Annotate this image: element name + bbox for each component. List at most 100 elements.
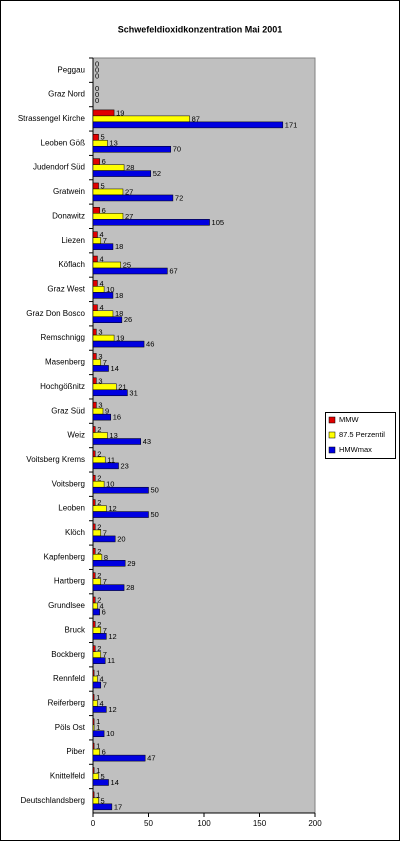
legend-label: HMWmax [339, 445, 372, 454]
y-tick-label: Piber [66, 747, 85, 756]
data-label: 0 [95, 72, 99, 81]
bar [92, 456, 106, 464]
y-tick-label: Voitsberg Krems [26, 455, 85, 464]
bar [92, 797, 99, 805]
bar [92, 486, 149, 494]
data-label: 10 [106, 729, 114, 738]
bar [92, 170, 151, 177]
y-tick-label: Klöch [65, 528, 85, 537]
bar [92, 584, 125, 591]
data-label: 10 [106, 480, 114, 489]
data-label: 2 [97, 449, 101, 458]
data-label: 7 [103, 626, 107, 635]
data-label: 7 [103, 577, 107, 586]
legend-label: MMW [339, 415, 359, 424]
data-label: 2 [97, 425, 101, 434]
data-label: 1 [96, 669, 100, 678]
data-label: 10 [106, 285, 114, 294]
data-label: 8 [104, 553, 108, 562]
bar [92, 261, 121, 269]
bar [92, 700, 98, 707]
bar [92, 505, 107, 512]
data-label: 31 [129, 388, 137, 397]
bar [92, 791, 95, 799]
y-tick-label: Graz Süd [51, 406, 85, 415]
bar [92, 779, 109, 786]
legend-swatch [328, 416, 336, 424]
bar [92, 554, 103, 561]
y-tick-label: Strassengel Kirche [18, 114, 86, 123]
data-label: 18 [115, 242, 123, 251]
data-label: 18 [115, 309, 123, 318]
bar [92, 231, 98, 238]
data-label: 21 [118, 382, 126, 391]
data-label: 9 [105, 407, 109, 416]
bar [92, 773, 99, 780]
bar [92, 633, 107, 640]
bar [92, 608, 100, 616]
bar [92, 548, 96, 555]
data-label: 2 [97, 620, 101, 629]
data-label: 12 [108, 504, 116, 513]
y-tick-label: Masenberg [45, 358, 85, 367]
data-label: 11 [107, 455, 115, 464]
bar [92, 694, 95, 701]
y-tick-label: Pöls Ost [55, 723, 86, 732]
bar [92, 145, 171, 153]
bar [92, 365, 109, 372]
data-label: 171 [285, 120, 298, 129]
data-label: 27 [125, 212, 133, 221]
data-label: 13 [109, 139, 117, 148]
bar [92, 328, 97, 336]
data-label: 27 [125, 187, 133, 196]
x-tick-label: 0 [91, 819, 96, 828]
data-label: 28 [126, 583, 134, 592]
bar [92, 383, 117, 391]
data-label: 29 [127, 559, 135, 568]
data-label: 6 [102, 206, 106, 215]
bar [92, 286, 105, 293]
data-label: 14 [111, 778, 119, 787]
bar [92, 578, 102, 585]
data-label: 18 [115, 291, 123, 300]
bar [92, 413, 112, 421]
data-label: 7 [103, 236, 107, 245]
bar [92, 572, 96, 579]
data-label: 0 [95, 84, 99, 93]
data-label: 4 [99, 303, 103, 312]
bar [92, 310, 114, 317]
bar [92, 194, 174, 202]
bar [92, 389, 128, 397]
bar [92, 432, 108, 439]
data-label: 3 [98, 401, 102, 410]
y-tick-label: Leoben Göß [41, 138, 86, 147]
bar [92, 480, 105, 488]
bar [92, 602, 98, 610]
data-label: 4 [99, 255, 103, 264]
data-label: 19 [116, 334, 124, 343]
bar [92, 207, 100, 214]
y-tick-label: Weiz [67, 431, 85, 440]
data-label: 12 [108, 705, 116, 714]
bar [92, 353, 97, 360]
data-label: 17 [114, 802, 122, 811]
legend-label: 87.5 Perzentil [339, 430, 385, 439]
y-tick-label: Deutschlandsberg [21, 796, 85, 805]
bar [92, 724, 95, 732]
data-label: 7 [103, 650, 107, 659]
data-label: 3 [98, 352, 102, 361]
data-label: 26 [124, 315, 132, 324]
bar [92, 243, 114, 250]
data-label: 105 [212, 218, 225, 227]
x-tick-label: 100 [197, 819, 211, 828]
bar [92, 109, 115, 117]
y-tick-label: Reiferberg [48, 699, 85, 708]
data-label: 25 [123, 261, 131, 270]
data-label: 50 [151, 510, 159, 519]
bar [92, 511, 149, 518]
y-tick-label: Judendorf Süd [33, 163, 85, 172]
x-tick-label: 50 [144, 819, 153, 828]
bar [92, 730, 105, 738]
bar [92, 669, 95, 677]
